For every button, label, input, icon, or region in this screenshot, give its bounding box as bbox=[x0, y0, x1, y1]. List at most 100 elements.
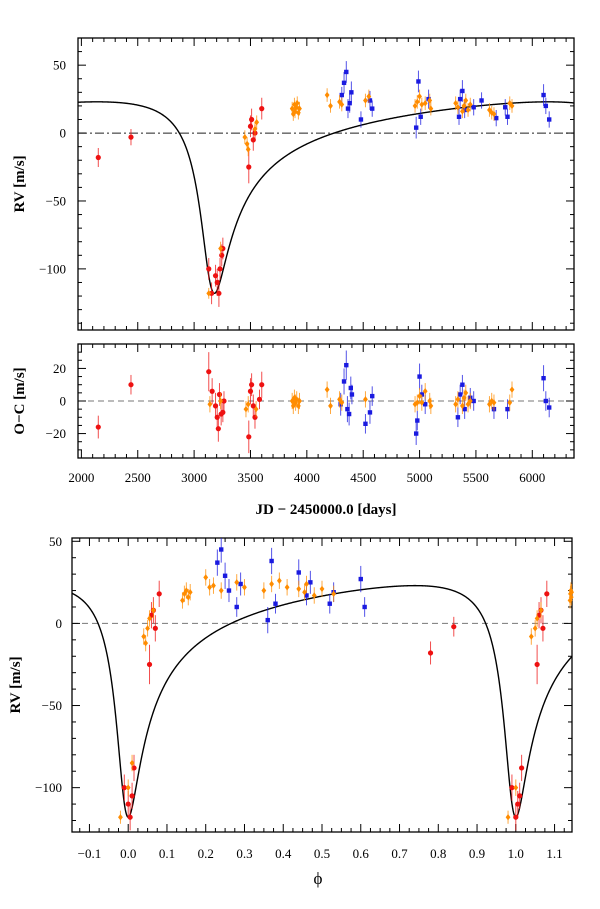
rv_phase-red-point bbox=[451, 624, 457, 630]
residuals-red-point bbox=[259, 382, 265, 388]
residuals-xtick-label: 3500 bbox=[237, 470, 263, 485]
rv_time-orange-point bbox=[491, 110, 497, 118]
rv_phase-red-point bbox=[125, 801, 131, 807]
rv_phase-orange-point bbox=[207, 584, 212, 591]
rv_phase-blue-point bbox=[358, 576, 363, 582]
rv-phase-ylabel: RV [m/s] bbox=[8, 656, 24, 713]
residuals-blue-point bbox=[460, 382, 465, 387]
rv_phase-red-point bbox=[152, 625, 158, 631]
residuals-red-point bbox=[220, 409, 226, 415]
residuals-blue-point bbox=[363, 421, 368, 426]
rv_phase-orange-point bbox=[143, 639, 149, 647]
residuals-red-point bbox=[209, 388, 215, 394]
rv_phase-xtick-label: 0.0 bbox=[120, 846, 136, 861]
rv-phase-panel: RV [m/s] ϕ 50 0 −50 −100 −0.1 0.0 0.1 0.2 0.3 0.4… bbox=[8, 534, 575, 888]
rv_time-red-point bbox=[128, 134, 134, 140]
residuals-blue-point bbox=[417, 374, 422, 379]
residuals-blue-point bbox=[341, 379, 347, 384]
rv_phase-ytick-label: 50 bbox=[49, 534, 62, 549]
rv_phase-orange-point bbox=[145, 625, 150, 632]
rv_phase-orange-point bbox=[276, 577, 282, 584]
residuals-xtick-label: 6000 bbox=[519, 470, 545, 485]
rv_phase-orange-point bbox=[182, 590, 187, 598]
residuals-xtick-label: 2500 bbox=[125, 470, 151, 485]
rv_time-orange-point bbox=[428, 105, 434, 112]
rv_time-orange-point bbox=[244, 140, 250, 148]
residuals-orange-point bbox=[414, 399, 420, 406]
residuals-blue-point bbox=[348, 385, 353, 391]
rv_time-orange-point bbox=[419, 101, 425, 108]
rv_phase-orange-point bbox=[284, 584, 290, 591]
rv_phase-red-point bbox=[515, 801, 521, 807]
residuals-orange-point bbox=[419, 399, 425, 406]
rv_phase-blue-point bbox=[238, 581, 243, 587]
residuals-orange-point bbox=[218, 397, 223, 405]
rv_time-orange-point bbox=[206, 290, 212, 297]
rv_phase-orange-point bbox=[203, 574, 209, 581]
rv_phase-orange-point bbox=[150, 607, 156, 614]
rv-phase-xlabel: ϕ bbox=[314, 869, 323, 888]
residuals-orange-point bbox=[463, 389, 469, 397]
rv-time-panel: RV [m/s] 50 0 −50 −100 bbox=[12, 37, 575, 331]
rv_time-red-point bbox=[217, 266, 223, 272]
residuals-red-point bbox=[215, 426, 221, 432]
rv_time-orange-point bbox=[422, 99, 428, 107]
residuals-blue-point bbox=[349, 392, 355, 397]
rv_phase-xtick-label: 0.9 bbox=[469, 846, 485, 861]
rv_phase-ytick-label: −50 bbox=[42, 698, 62, 713]
rv_phase-blue-point bbox=[327, 601, 332, 606]
rv_phase-xtick-label: 0.4 bbox=[275, 846, 292, 861]
residuals-blue-point bbox=[367, 410, 373, 415]
rv_phase-red-point bbox=[127, 814, 133, 820]
residuals-orange-point bbox=[339, 399, 345, 406]
rv_time-orange-point bbox=[252, 125, 258, 133]
residuals-orange-point bbox=[363, 396, 368, 403]
rv_time-blue-point bbox=[462, 107, 467, 113]
residuals-orange-point bbox=[324, 386, 330, 393]
rv_time-orange-point bbox=[414, 98, 420, 106]
rv_time-blue-point bbox=[367, 98, 373, 103]
rv_time-orange-point bbox=[328, 102, 333, 110]
rv_phase-xtick-label: 0.5 bbox=[314, 846, 330, 861]
rv_time-orange-point bbox=[417, 93, 422, 100]
residuals-orange-point bbox=[455, 396, 461, 403]
rv_phase-orange-point bbox=[234, 579, 240, 586]
rv_phase-orange-point bbox=[331, 590, 337, 598]
rv_phase-orange-point bbox=[211, 582, 216, 589]
residuals-red-point bbox=[247, 388, 254, 394]
rv_phase-orange-point bbox=[242, 584, 247, 591]
rv_time-red-point bbox=[247, 123, 254, 129]
rv_phase-orange-point bbox=[569, 589, 575, 596]
rv_time-red-point bbox=[249, 116, 255, 123]
residuals-blue-point bbox=[505, 406, 510, 412]
rv_phase-orange-point bbox=[129, 759, 135, 767]
residuals-red-point bbox=[216, 391, 223, 398]
residuals-blue-point bbox=[541, 376, 546, 381]
rv_phase-model-curve bbox=[71, 584, 573, 818]
rv_phase-orange-point bbox=[311, 592, 317, 599]
rv_phase-orange-point bbox=[269, 580, 275, 588]
residuals-orange-point bbox=[453, 401, 459, 408]
rv_phase-red-point bbox=[544, 591, 550, 597]
rv_time-orange-point bbox=[297, 105, 302, 112]
residuals-xtick-label: 3000 bbox=[181, 470, 207, 485]
residuals-blue-point bbox=[543, 398, 549, 404]
rv_phase-ytick-label: 0 bbox=[56, 616, 63, 631]
rv_phase-xtick-label: 1.0 bbox=[508, 846, 524, 861]
rv_phase-red-point bbox=[509, 785, 515, 791]
rv_time-blue-point bbox=[547, 117, 552, 122]
rv_phase-orange-point bbox=[183, 587, 189, 594]
rv_time-blue-point bbox=[344, 69, 349, 75]
rv_phase-blue-point bbox=[234, 604, 239, 610]
rv_phase-blue-point bbox=[215, 560, 220, 565]
rv_phase-orange-point bbox=[118, 814, 123, 821]
residuals-blue-point bbox=[462, 406, 467, 412]
rv_phase-blue-point bbox=[226, 588, 232, 593]
residuals-ytick-label: 0 bbox=[60, 394, 67, 409]
rv_phase-blue-point bbox=[362, 604, 367, 610]
rv_phase-blue-point bbox=[273, 601, 278, 606]
rv_time-orange-point bbox=[254, 119, 260, 126]
rv_time-blue-point bbox=[503, 105, 508, 110]
rv_time-orange-point bbox=[366, 93, 372, 100]
